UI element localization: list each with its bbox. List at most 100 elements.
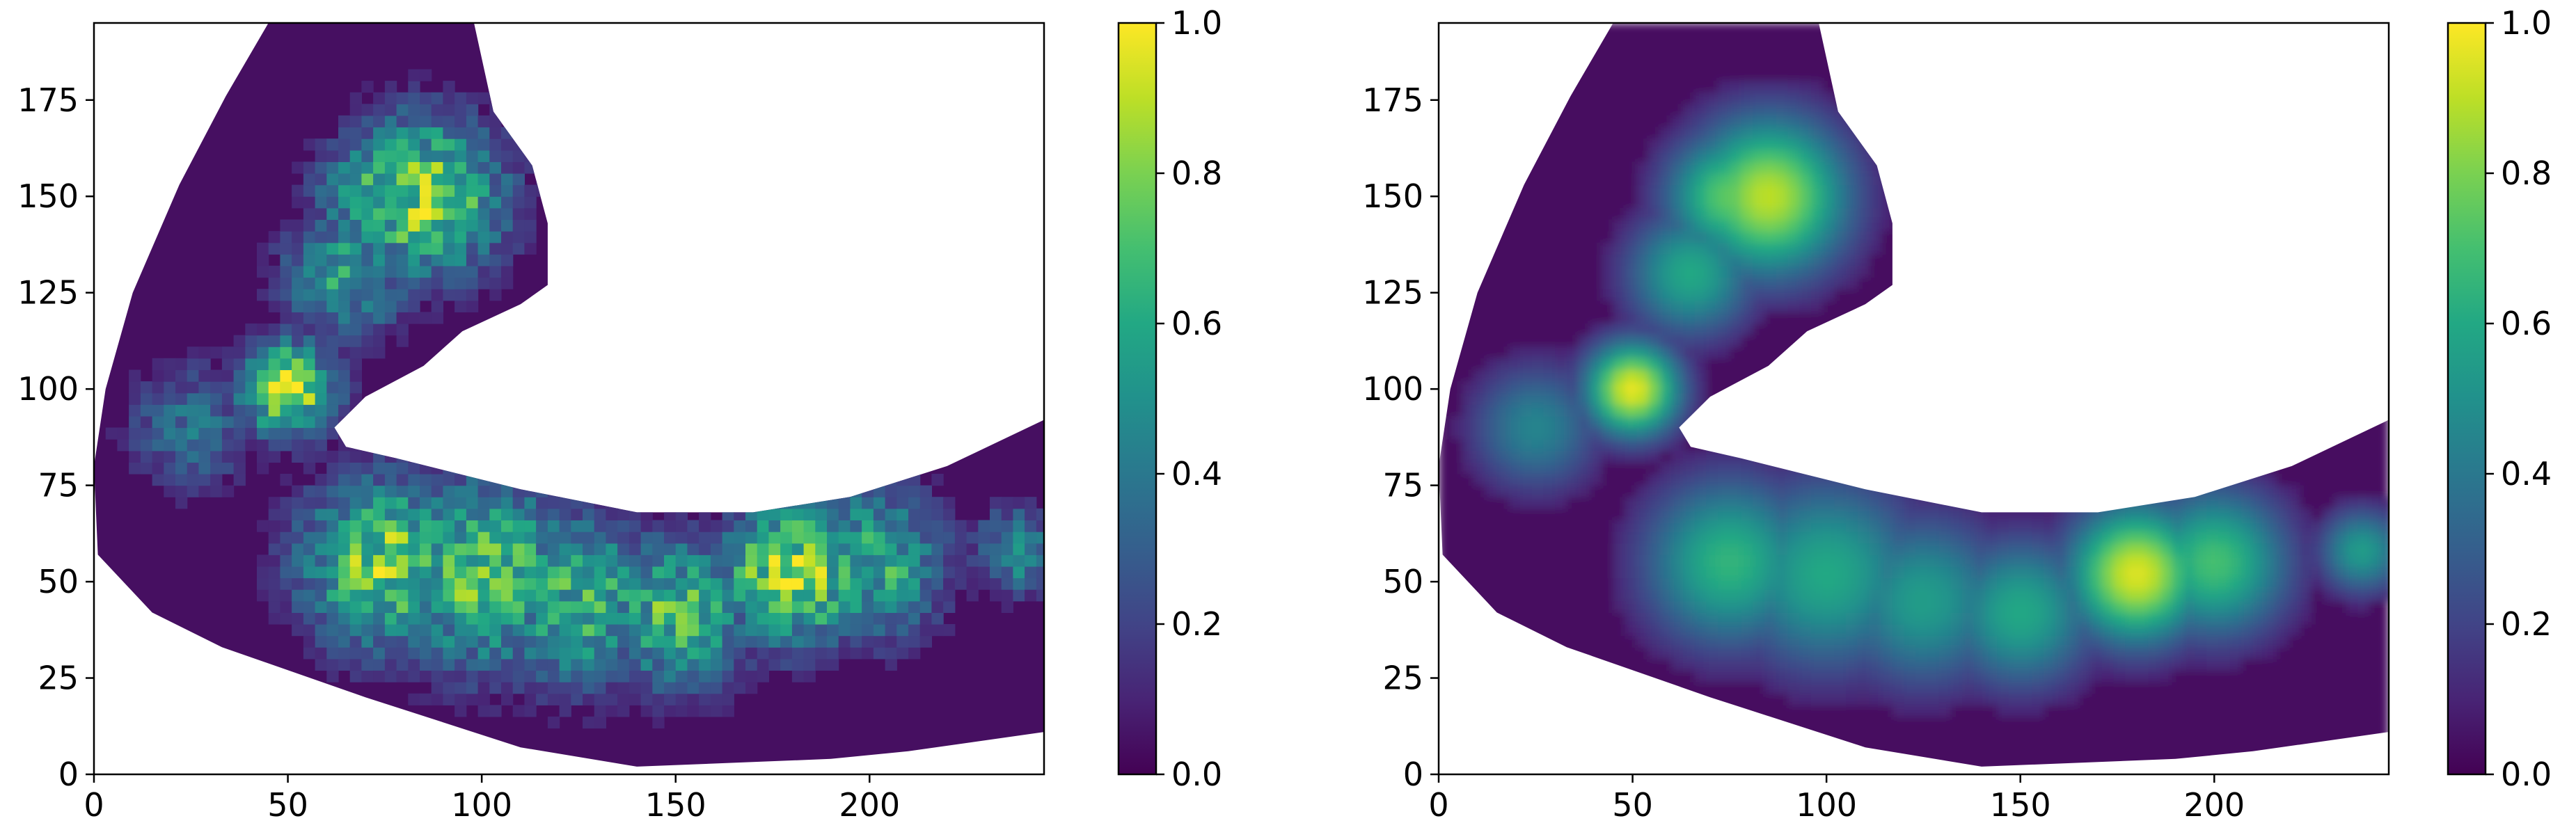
heatmap-cell xyxy=(1625,497,1637,509)
heatmap-cell xyxy=(2253,554,2266,567)
heatmap-cell xyxy=(1753,589,1765,602)
heatmap-cell xyxy=(827,543,839,555)
heatmap-cell xyxy=(815,647,828,660)
heatmap-cell xyxy=(1671,219,1684,232)
heatmap-cell xyxy=(338,115,351,128)
heatmap-cell xyxy=(408,693,420,705)
heatmap-cell xyxy=(710,520,723,532)
heatmap-cell xyxy=(315,520,327,532)
heatmap-cell xyxy=(664,589,677,602)
heatmap-cell xyxy=(2055,520,2068,532)
heatmap-cell xyxy=(396,92,409,104)
heatmap-cell xyxy=(477,450,490,463)
heatmap-cell xyxy=(1602,439,1614,452)
heatmap-cell xyxy=(1718,497,1730,509)
heatmap-cell xyxy=(1683,104,1696,116)
heatmap-cell xyxy=(629,670,642,683)
heatmap-cell xyxy=(1787,566,1800,579)
heatmap-cell xyxy=(1892,600,1905,613)
heatmap-cell xyxy=(396,474,409,486)
heatmap-cell xyxy=(408,150,420,162)
heatmap-cell xyxy=(524,635,537,648)
heatmap-cell xyxy=(373,254,386,266)
heatmap-cell xyxy=(2067,647,2079,660)
heatmap-cell xyxy=(1834,647,1847,660)
heatmap-cell xyxy=(373,265,386,278)
heatmap-cell xyxy=(210,485,223,497)
heatmap-cell xyxy=(2078,520,2091,532)
heatmap-cell xyxy=(1881,589,1893,602)
heatmap-cell xyxy=(280,392,292,405)
heatmap-cell xyxy=(2078,508,2091,520)
heatmap-cell xyxy=(2032,693,2044,705)
heatmap-cell xyxy=(1683,474,1696,486)
heatmap-cell xyxy=(896,566,909,579)
heatmap-cell xyxy=(349,231,362,244)
heatmap-cell xyxy=(2101,508,2114,520)
heatmap-cell xyxy=(2125,577,2138,590)
heatmap-cell xyxy=(1729,600,1742,613)
heatmap-cell xyxy=(1822,497,1835,509)
heatmap-cell xyxy=(2078,670,2091,683)
heatmap-cell xyxy=(361,508,374,520)
heatmap-cell xyxy=(1787,670,1800,683)
heatmap-cell xyxy=(1590,346,1602,359)
heatmap-cell xyxy=(1846,277,1858,289)
heatmap-cell xyxy=(292,392,304,405)
heatmap-cell xyxy=(1706,485,1718,497)
heatmap-cell xyxy=(1729,161,1742,174)
heatmap-cell xyxy=(2020,543,2032,555)
heatmap-cell xyxy=(687,682,700,694)
heatmap-cell xyxy=(477,184,490,197)
heatmap-cell xyxy=(501,439,514,452)
heatmap-cell xyxy=(1590,369,1602,382)
heatmap-cell xyxy=(547,600,560,613)
heatmap-cell xyxy=(675,600,688,613)
heatmap-cell xyxy=(326,184,339,197)
heatmap-cell xyxy=(420,485,432,497)
heatmap-cell xyxy=(303,231,316,244)
heatmap-cell xyxy=(1683,300,1696,312)
heatmap-cell xyxy=(2195,566,2207,579)
heatmap-cell xyxy=(1997,508,2009,520)
heatmap-cell xyxy=(1973,600,1986,613)
heatmap-cell xyxy=(1799,566,1812,579)
heatmap-cell xyxy=(768,543,781,555)
heatmap-cell xyxy=(501,474,514,486)
heatmap-cell xyxy=(1753,543,1765,555)
heatmap-cell xyxy=(1892,658,1905,671)
heatmap-cell xyxy=(1915,485,1928,497)
heatmap-cell xyxy=(571,497,583,509)
heatmap-cell xyxy=(2148,474,2160,486)
heatmap-cell xyxy=(1636,335,1649,347)
heatmap-cell xyxy=(1520,427,1533,440)
heatmap-cell xyxy=(2253,520,2266,532)
heatmap-cell xyxy=(1822,554,1835,567)
heatmap-cell xyxy=(1694,127,1707,139)
heatmap-cell xyxy=(1625,219,1637,232)
heatmap-cell xyxy=(594,658,606,671)
heatmap-cell xyxy=(1904,635,1916,648)
heatmap-cell xyxy=(2090,554,2103,567)
heatmap-cell xyxy=(2101,658,2114,671)
heatmap-cell xyxy=(1776,658,1788,671)
heatmap-cell xyxy=(408,647,420,660)
heatmap-cell xyxy=(815,589,828,602)
heatmap-cell xyxy=(1671,520,1684,532)
heatmap-cell xyxy=(1718,289,1730,301)
heatmap-cell xyxy=(2346,554,2358,567)
heatmap-cell xyxy=(396,543,409,555)
heatmap-cell xyxy=(187,358,199,370)
heatmap-cell xyxy=(1950,508,1963,520)
heatmap-cell xyxy=(1508,427,1521,440)
heatmap-cell xyxy=(2020,566,2032,579)
heatmap-cell xyxy=(1950,577,1963,590)
heatmap-cell xyxy=(536,647,548,660)
heatmap-cell xyxy=(1741,207,1753,220)
heatmap-cell xyxy=(2136,497,2149,509)
heatmap-cell xyxy=(1485,485,1498,497)
heatmap-cell xyxy=(1892,462,1905,474)
heatmap-cell xyxy=(1706,231,1718,244)
heatmap-cell xyxy=(2136,577,2149,590)
heatmap-cell xyxy=(292,219,304,232)
